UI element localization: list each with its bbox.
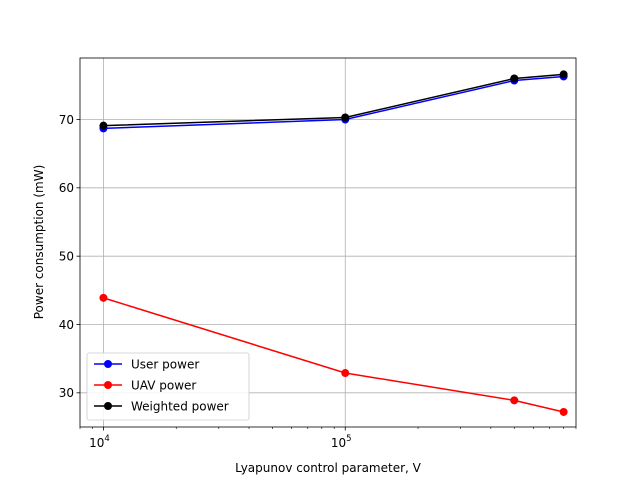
series-layer (99, 70, 568, 416)
data-point-2-2 (510, 74, 519, 83)
series-line-0 (103, 75, 564, 130)
y-tick-label: 70 (59, 113, 74, 127)
y-tick-label: 60 (59, 181, 74, 195)
data-point-1-3 (559, 407, 568, 416)
series-line-2 (103, 73, 564, 127)
plot-frame (79, 57, 577, 428)
x-tick-label: 104 (89, 434, 110, 450)
legend-label-0: User power (131, 357, 199, 371)
y-tick-label: 30 (59, 386, 74, 400)
legend-label-2: Weighted power (131, 399, 229, 413)
data-point-1-1 (341, 369, 350, 378)
legend-marker-2 (104, 402, 112, 410)
legend-marker-0 (104, 360, 112, 368)
legend-label-1: UAV power (131, 378, 196, 392)
data-point-1-2 (510, 396, 519, 405)
data-point-2-1 (341, 113, 350, 122)
data-point-2-0 (99, 121, 108, 130)
data-point-2-3 (559, 70, 568, 79)
y-tick-label: 50 (59, 249, 74, 263)
data-point-1-0 (99, 293, 108, 302)
legend-marker-1 (104, 381, 112, 389)
y-axis-label: Power consumption (mW) (32, 165, 46, 320)
axis-ticks: 30 40 50 60 70 104 105 (59, 113, 577, 450)
series-line-1 (103, 297, 564, 413)
y-tick-label: 40 (59, 318, 74, 332)
legend: User power UAV power Weighted power (86, 352, 250, 421)
legend-box (86, 352, 250, 421)
x-tick-label: 105 (331, 434, 352, 450)
x-axis-label: Lyapunov control parameter, V (235, 461, 422, 475)
